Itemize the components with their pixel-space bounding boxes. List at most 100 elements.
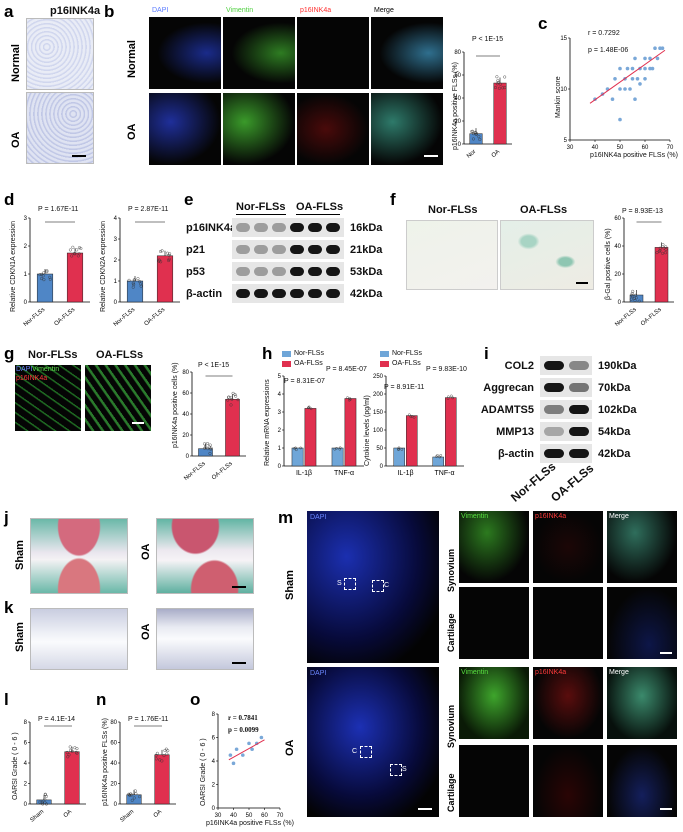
- chart-h2-p-il1: P = 8.91E-11: [384, 384, 425, 391]
- chart-d1-dot-1-8: [77, 246, 81, 250]
- panel-e-band-2-3: [290, 267, 304, 276]
- chart-h2-dot-0-1-2: [410, 415, 414, 418]
- chart-g-p: P < 1E-15: [198, 362, 230, 369]
- chart-h2-dot-1-1-1: [446, 397, 450, 400]
- chart-o-xticklabel-1: 40: [230, 813, 237, 819]
- panel-a-row-oa: OA: [10, 131, 22, 149]
- panel-i-band-1-0: [544, 383, 564, 392]
- panel-m-tile-2-2: [606, 666, 678, 740]
- chart-c-ylabel: Mankin score: [555, 76, 562, 118]
- panel-e-band-0-0: [236, 223, 250, 232]
- chart-b-dot-1-1: [503, 75, 507, 79]
- panel-e-band-2-0: [236, 267, 250, 276]
- panel-m-oa-box-c: [360, 746, 372, 758]
- chart-h1-dot-0-0-2: [299, 446, 302, 450]
- panel-i-weight-0: 190kDa: [598, 360, 637, 372]
- panel-e-band-3-5: [326, 289, 340, 298]
- panel-m-channel-2-2: Merge: [609, 669, 629, 676]
- chart-h1-yticklabel-5: 5: [278, 374, 282, 380]
- chart-h2-yticklabel-5: 250: [373, 374, 384, 380]
- chart-o-yticklabel-2: 4: [212, 759, 216, 765]
- chart-c-point-5: [618, 87, 622, 91]
- panel-label-n: n: [96, 690, 107, 709]
- chart-f-bar-1: [654, 247, 669, 303]
- chart-o-xticklabel-0: 30: [215, 813, 222, 819]
- panel-e-protein-3: β-actin: [186, 288, 223, 300]
- panel-i-protein-2: ADAMTS5: [480, 404, 534, 416]
- chart-g: 0 20 40 60 80 Nor-FLSs OA-FLSs: [182, 370, 246, 482]
- panel-i-band-2-0: [544, 405, 564, 414]
- chart-h1-dot-0-1-3: [309, 407, 313, 411]
- panel-m-sham-box-s: [344, 578, 356, 590]
- chart-h1-dot-1-1-3: [346, 396, 349, 399]
- panel-b-ch-p16: p16INK4a: [300, 7, 332, 14]
- panel-m-tile-0-2: [606, 510, 678, 584]
- chart-l-dot-1-5: [75, 747, 79, 751]
- panel-e-band-3-3: [290, 289, 304, 298]
- chart-c-xticklabel-2: 50: [617, 145, 624, 151]
- chart-h2-dot-0-0-0: [397, 446, 401, 450]
- chart-c-yticklabel-0: 5: [564, 138, 568, 144]
- panel-e-band-1-4: [308, 245, 322, 254]
- chart-g-dot-0-7: [208, 443, 212, 447]
- chart-g-dot-0-4: [209, 447, 213, 451]
- chart-b-dot-1-9: [501, 86, 505, 90]
- chart-b-dot-1-4: [499, 82, 503, 86]
- chart-l-ylabel: OARSI Grade ( 0 - 6 ): [12, 732, 19, 800]
- chart-h1-dot-0-0-3: [293, 447, 296, 450]
- chart-h1-xticklabel-0: IL-1β: [296, 470, 312, 477]
- panel-e-band-1-5: [326, 245, 340, 254]
- chart-h2-bar-1-1: [445, 397, 457, 467]
- chart-n-dot-0-0: [130, 798, 134, 802]
- chart-b-dot-1-0: [494, 86, 498, 90]
- chart-d1-dot-1-4: [70, 254, 74, 258]
- chart-c-yticklabel-2: 15: [560, 36, 567, 42]
- chart-b-dot-0-5: [477, 135, 481, 139]
- chart-n-dot-1-6: [154, 757, 158, 761]
- chart-d2-dot-0-5: [131, 285, 135, 289]
- panel-h-legend2-nor: Nor-FLSs: [392, 350, 422, 357]
- chart-h1-dot-0-1-2: [307, 405, 311, 409]
- chart-f-dot-0-9: [637, 299, 641, 303]
- panel-e-weight-0: 16kDa: [350, 222, 383, 234]
- panel-i-weight-4: 42kDa: [598, 448, 631, 460]
- panel-g-group-oa: OA-FLSs: [96, 349, 144, 361]
- chart-d2-dot-1-4: [168, 252, 172, 256]
- chart-c-point-17: [643, 66, 647, 71]
- chart-h2-bar-0-1: [406, 415, 418, 467]
- panel-e-band-3-0: [236, 289, 250, 298]
- panel-m-tile-2-0: [458, 666, 530, 740]
- chart-c-point-23: [658, 46, 662, 50]
- chart-h1-xticklabel-1: TNF-α: [334, 470, 354, 477]
- panel-m-sham-cartilage: Cartilage: [446, 613, 456, 652]
- chart-o-r: r = 0.7841: [228, 714, 258, 722]
- chart-g-bar-1: [225, 399, 240, 457]
- panel-e-band-0-1: [254, 223, 268, 232]
- panel-m-sham-box-c: [372, 580, 384, 592]
- chart-g-dot-1-5: [233, 392, 237, 396]
- panel-label-d: d: [4, 190, 15, 209]
- chart-b-bar-1: [493, 82, 507, 145]
- panel-i-band-0-1: [569, 361, 589, 370]
- panel-e-band-2-2: [272, 267, 286, 276]
- panel-e-group-oa: OA-FLSs: [296, 201, 344, 213]
- panel-label-c: c: [538, 14, 548, 33]
- chart-f-yticklabel-0: 0: [618, 300, 622, 306]
- chart-l-dot-0-9: [41, 802, 45, 806]
- chart-b-xticklabel-0: Nor: [466, 149, 477, 160]
- chart-c-point-25: [618, 117, 622, 122]
- chart-h2-yticklabel-3: 150: [373, 410, 384, 416]
- chart-c-point-19: [648, 56, 652, 61]
- chart-b-yticklabel-3: 60: [454, 73, 461, 79]
- chart-h1-dot-1-0-0: [338, 447, 342, 451]
- chart-l-bar-1: [64, 751, 80, 805]
- chart-d2-dot-1-1: [160, 249, 164, 253]
- chart-l-dot-1-8: [68, 745, 72, 749]
- chart-n-yticklabel-1: 20: [110, 782, 117, 788]
- panel-label-k: k: [4, 598, 14, 617]
- chart-d2-yticklabel-4: 4: [114, 216, 118, 222]
- chart-c-point-13: [633, 56, 637, 61]
- chart-d1-yticklabel-0: 0: [24, 300, 28, 306]
- chart-h1-dot-0-0-1: [295, 448, 298, 452]
- panel-label-o: o: [190, 690, 201, 709]
